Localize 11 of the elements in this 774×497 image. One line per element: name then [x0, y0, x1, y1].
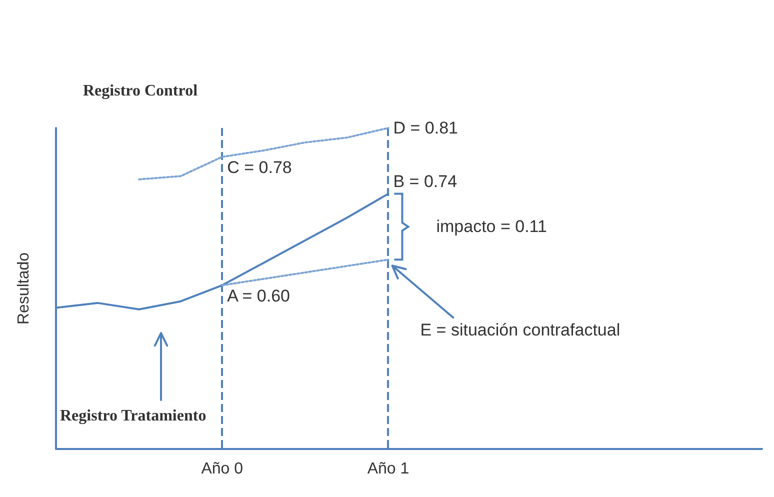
annotation: B = 0.74 [393, 172, 458, 191]
annotation: C = 0.78 [227, 158, 292, 177]
annotation: E = situación contrafactual [420, 320, 620, 340]
text: Registro Control [83, 82, 198, 100]
annotation: D = 0.81 [393, 118, 458, 138]
annotation: A = 0.60 [227, 286, 290, 306]
annotation: Registro Tratamiento [60, 408, 206, 424]
x-tick-label: Año 1 [367, 460, 410, 478]
annotation: impacto = 0.11 [436, 217, 547, 236]
x-tick-label: Año 0 [201, 460, 244, 478]
y-axis-title: Resultado [16, 252, 32, 325]
